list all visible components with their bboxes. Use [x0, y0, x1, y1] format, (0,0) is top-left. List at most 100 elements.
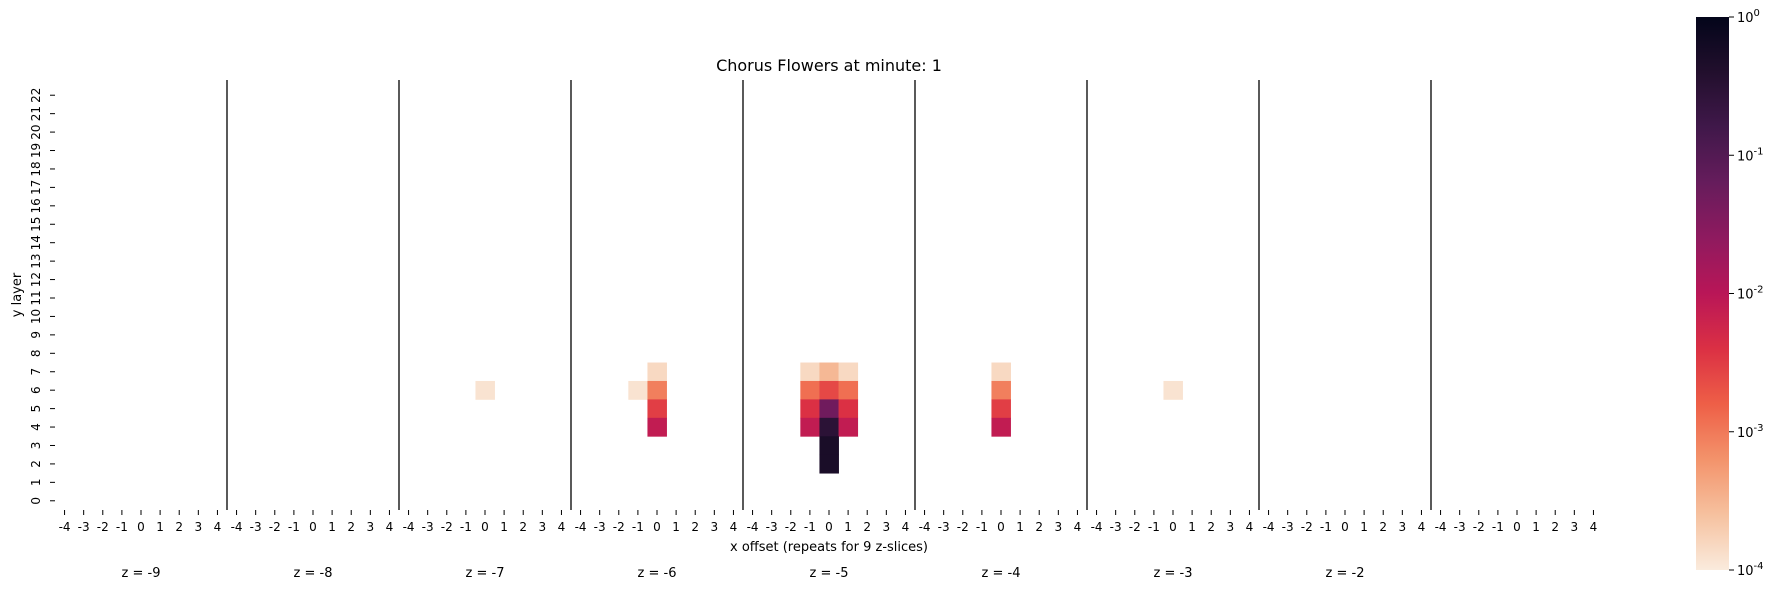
- slice-separators: [226, 80, 1432, 510]
- x-tick-label: 2: [691, 520, 699, 534]
- y-axis-label: y layer: [10, 272, 25, 317]
- x-tick-label: 4: [1074, 520, 1082, 534]
- x-tick-label: 3: [1571, 520, 1579, 534]
- x-tick-label: -3: [1282, 520, 1294, 534]
- z-slice-label: z = -4: [982, 566, 1021, 581]
- y-tick-label: 15: [29, 217, 43, 232]
- z-slice-label: z = -9: [122, 566, 161, 581]
- heatmap-cell: [819, 399, 839, 419]
- heatmap-cell: [819, 417, 839, 437]
- y-tick-label: 2: [29, 460, 43, 468]
- x-tick-label: -2: [1473, 520, 1485, 534]
- z-slice-label: z = -7: [466, 566, 505, 581]
- x-tick-label: -2: [97, 520, 109, 534]
- heatmap-cell: [475, 380, 495, 400]
- x-tick-label: -1: [976, 520, 988, 534]
- x-tick-label: -4: [1435, 520, 1447, 534]
- heatmap-cell: [838, 399, 859, 419]
- y-tick-label: 17: [29, 180, 43, 195]
- heatmap-cell: [800, 380, 820, 400]
- x-tick-label: -4: [403, 520, 415, 534]
- heatmap-cells: [475, 362, 1183, 474]
- x-tick-label: -3: [422, 520, 434, 534]
- heatmap-cell: [647, 417, 667, 437]
- x-tick-label: 0: [137, 520, 145, 534]
- x-tick-label: -1: [116, 520, 128, 534]
- colorbar-tick-label: 10-1: [1737, 146, 1764, 164]
- x-tick-label: -2: [441, 520, 453, 534]
- x-tick-label: 0: [825, 520, 833, 534]
- x-tick-label: -3: [766, 520, 778, 534]
- x-tick-label: 1: [1188, 520, 1196, 534]
- x-tick-label: 1: [672, 520, 680, 534]
- x-tick-label: 3: [711, 520, 719, 534]
- x-tick-label: 2: [1551, 520, 1559, 534]
- y-tick-label: 12: [29, 272, 43, 287]
- y-tick-label: 16: [29, 198, 43, 213]
- x-tick-label: 0: [1513, 520, 1521, 534]
- y-tick-label: 9: [29, 331, 43, 339]
- y-tick-label: 14: [29, 235, 43, 250]
- x-tick-label: 4: [1246, 520, 1254, 534]
- x-tick-label: 0: [1169, 520, 1177, 534]
- heatmap-cell: [647, 380, 667, 400]
- x-tick-label: -3: [594, 520, 606, 534]
- x-tick-label: -1: [460, 520, 472, 534]
- x-tick-label: 3: [1227, 520, 1235, 534]
- x-tick-label: -4: [1263, 520, 1275, 534]
- y-tick-label: 19: [29, 143, 43, 158]
- z-slice-label: z = -8: [294, 566, 333, 581]
- y-tick-label: 21: [29, 106, 43, 121]
- heatmap-cell: [800, 362, 820, 382]
- x-tick-label: -3: [78, 520, 90, 534]
- colorbar-ticks: 100 10-1 10-2 10-3 10-4: [1729, 8, 1764, 579]
- heatmap-cell: [819, 454, 839, 474]
- colorbar-tick-label: 10-4: [1737, 561, 1764, 579]
- heatmap-cell: [1163, 380, 1183, 400]
- x-tick-label: 0: [309, 520, 317, 534]
- x-tick-label: -1: [1492, 520, 1504, 534]
- x-tick-label: 4: [730, 520, 738, 534]
- x-tick-label: 1: [328, 520, 336, 534]
- y-tick-label: 0: [29, 497, 43, 505]
- x-tick-label: 4: [1418, 520, 1426, 534]
- y-tick-label: 5: [29, 405, 43, 413]
- colorbar-tick-label: 10-3: [1737, 423, 1764, 441]
- z-slice-label: z = -6: [638, 566, 677, 581]
- z-slice-label: z = -3: [1154, 566, 1193, 581]
- x-tick-label: -3: [938, 520, 950, 534]
- y-tick-label: 20: [29, 124, 43, 139]
- heatmap-cell: [991, 362, 1011, 382]
- x-axis-label: x offset (repeats for 9 z-slices): [730, 540, 928, 555]
- x-tick-label: -1: [1148, 520, 1160, 534]
- y-tick-label: 18: [29, 161, 43, 176]
- x-tick-label: -2: [1129, 520, 1141, 534]
- colorbar: [1696, 17, 1729, 570]
- colorbar-tick-label: 100: [1737, 8, 1760, 26]
- x-tick-label: 0: [653, 520, 661, 534]
- x-tick-label: -3: [1454, 520, 1466, 534]
- x-tick-label: -4: [59, 520, 71, 534]
- heatmap-cell: [838, 362, 859, 382]
- x-tick-label: 2: [347, 520, 355, 534]
- y-tick-label: 11: [29, 290, 43, 305]
- y-tick-label: 22: [29, 88, 43, 103]
- x-tick-label: -4: [919, 520, 931, 534]
- x-tick-label: 1: [1016, 520, 1024, 534]
- x-tick-label: 3: [367, 520, 375, 534]
- z-slice-labels: z = -9 z = -8 z = -7 z = -6 z = -5 z = -4 z = …: [122, 566, 1365, 581]
- y-tick-label: 1: [29, 479, 43, 487]
- x-tick-label: 2: [863, 520, 871, 534]
- x-tick-label: -4: [575, 520, 587, 534]
- heatmap-cell: [991, 417, 1011, 437]
- x-tick-label: 4: [558, 520, 566, 534]
- x-tick-label: -1: [632, 520, 644, 534]
- x-tick-label: 3: [883, 520, 891, 534]
- heatmap-cell: [838, 380, 859, 400]
- z-slice-label: z = -5: [810, 566, 849, 581]
- y-tick-label: 7: [29, 368, 43, 376]
- x-tick-label: 2: [1379, 520, 1387, 534]
- x-tick-label: 3: [1399, 520, 1407, 534]
- x-axis-ticks: -4 -3 -2 -1 0 1 2 3 4 -4 -3 -2 -1 0 1 2 3 4 -4 -3 -2 -1 0 1 2 3 4-…: [59, 510, 1597, 534]
